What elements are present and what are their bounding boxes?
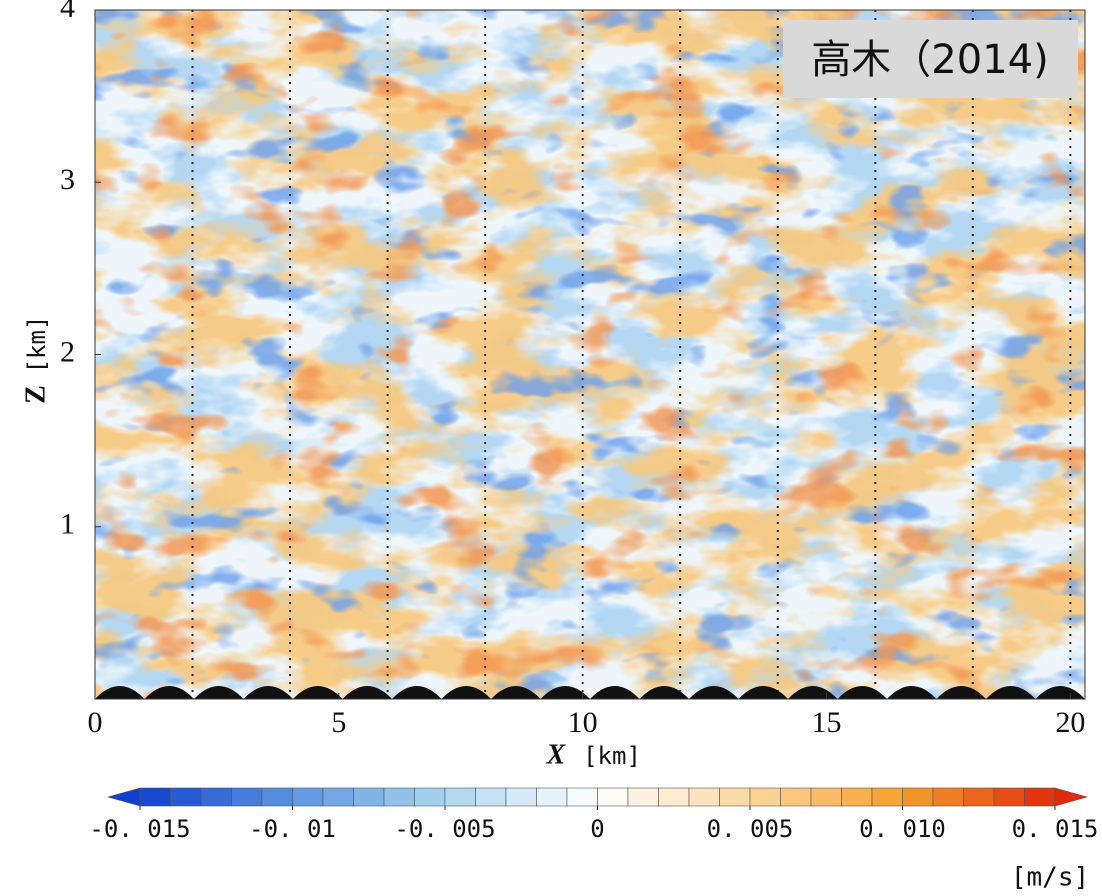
x-tick-label: 5 [331, 706, 346, 739]
colorbar-segment [292, 787, 324, 807]
y-tick-label: 1 [60, 508, 75, 541]
colorbar-segment [963, 787, 995, 807]
colorbar-tick-label: -0. 015 [89, 815, 190, 843]
colorbar-segment [841, 787, 873, 807]
badge-box [783, 20, 1078, 98]
colorbar-segment [566, 787, 598, 807]
y-axis-unit: [km] [23, 316, 51, 374]
colorbar-arrow-high [1054, 787, 1089, 807]
colorbar-tick-label: 0. 015 [1012, 815, 1099, 843]
colorbar-arrow-low [106, 787, 141, 807]
plot-layer: 0 5 10 15 20 1 2 3 4 X [km] Z [km] -0. 015 -0. 01 -0. 0… [20, 0, 1098, 893]
x-axis-unit: [km] [583, 742, 641, 770]
colorbar-segment [414, 787, 446, 807]
colorbar-segment [536, 787, 568, 807]
colorbar-segment [261, 787, 293, 807]
colorbar-segment [688, 787, 720, 807]
colorbar-segment [475, 787, 507, 807]
colorbar-segment [383, 787, 415, 807]
colorbar-segment [597, 787, 629, 807]
colorbar-segment [932, 787, 964, 807]
field-image [95, 10, 1085, 699]
colorbar-segment [627, 787, 659, 807]
colorbar-segment [780, 787, 812, 807]
x-tick-label: 0 [88, 706, 103, 739]
colorbar-segment [322, 787, 354, 807]
y-tick-label: 4 [60, 0, 75, 24]
colorbar-segment [871, 787, 903, 807]
colorbar-segment [170, 787, 202, 807]
colorbar-segment [1024, 787, 1056, 807]
colorbar-segment [749, 787, 781, 807]
colorbar-segment [353, 787, 385, 807]
x-tick-label: 15 [812, 706, 842, 739]
colorbar-tick-label: 0 [590, 815, 604, 843]
colorbar-segment [444, 787, 476, 807]
colorbar-segment [658, 787, 690, 807]
colorbar-segment [902, 787, 934, 807]
x-tick-label: 10 [568, 706, 598, 739]
colorbar-tick-label: -0. 005 [394, 815, 495, 843]
badge: 高木（2014) [811, 37, 1048, 83]
x-tick-label: 20 [1055, 706, 1085, 739]
colorbar-segment [231, 787, 263, 807]
colorbar-tick-label: 0. 010 [859, 815, 946, 843]
y-tick-label: 2 [60, 335, 75, 368]
colorbar-segment [993, 787, 1025, 807]
colorbar-segment [200, 787, 232, 807]
y-axis-label-group: Z [km] [20, 316, 51, 404]
colorbar-segment [505, 787, 537, 807]
colorbar-segment [810, 787, 842, 807]
y-tick-label: 3 [60, 163, 75, 196]
colorbar-tick-label: 0. 005 [707, 815, 794, 843]
colorbar-unit: [m/s] [1011, 863, 1089, 893]
colorbar-segment [139, 787, 171, 807]
colorbar-tick-label: -0. 01 [249, 815, 336, 843]
x-axis-label: X [546, 739, 567, 770]
y-axis-label: Z [20, 385, 51, 404]
colorbar-segment [719, 787, 751, 807]
